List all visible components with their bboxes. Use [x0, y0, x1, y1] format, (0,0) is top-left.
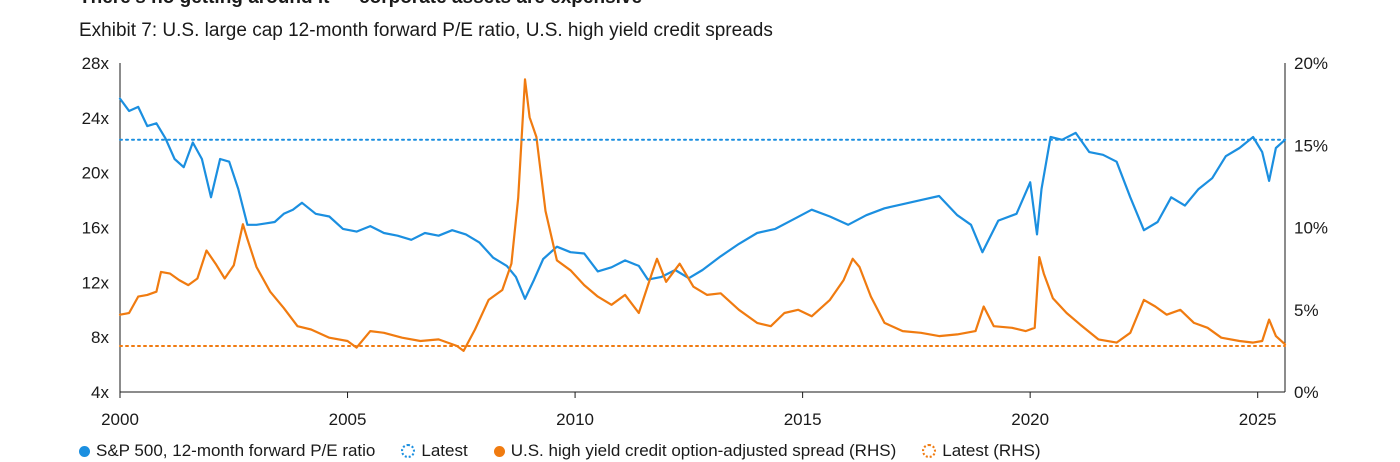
legend-dot-icon	[493, 445, 505, 457]
x-tick-label: 2010	[556, 410, 594, 429]
chart: 4x 8x 12x 16x 20x 24x 28x 0% 5% 10% 15% 20% 2000 2005…	[82, 54, 1328, 429]
y-right-tick-label: 5%	[1294, 301, 1319, 320]
y-right-tick-label: 15%	[1294, 136, 1328, 155]
legend-item: U.S. high yield credit option-adjusted s…	[493, 441, 897, 461]
legend-label: Latest	[421, 441, 468, 460]
legend-label: S&P 500, 12-month forward P/E ratio	[96, 441, 376, 460]
x-tick-label: 2015	[784, 410, 822, 429]
x-tick-label: 2000	[101, 410, 139, 429]
legend-label: U.S. high yield credit option-adjusted s…	[510, 441, 897, 460]
section-heading: There's no getting around it — corporate…	[79, 0, 642, 9]
legend-ring-icon	[922, 444, 937, 458]
x-tick-label: 2025	[1239, 410, 1277, 429]
x-tick-label: 2005	[329, 410, 367, 429]
x-tick-label: 2020	[1011, 410, 1049, 429]
y-left-tick-label: 8x	[91, 328, 109, 347]
y-left-tick-label: 16x	[82, 219, 110, 238]
y-left-tick-label: 20x	[82, 164, 110, 183]
legend-item: Latest	[401, 441, 468, 461]
y-left-tick-label: 12x	[82, 273, 110, 292]
legend-item: Latest (RHS)	[922, 441, 1040, 461]
y-right-tick-label: 0%	[1294, 383, 1319, 402]
legend-item: S&P 500, 12-month forward P/E ratio	[79, 441, 375, 461]
legend-ring-icon	[401, 444, 416, 458]
y-right-tick-label: 10%	[1294, 219, 1328, 238]
chart-title: Exhibit 7: U.S. large cap 12-month forwa…	[79, 20, 773, 41]
legend-label: Latest (RHS)	[942, 441, 1041, 460]
spread-series-line	[118, 78, 1287, 352]
legend: S&P 500, 12-month forward P/E ratio Lates…	[79, 440, 1040, 462]
pe-series-line	[118, 97, 1287, 300]
y-right-tick-label: 20%	[1294, 54, 1328, 73]
y-left-tick-label: 4x	[91, 383, 109, 402]
y-left-tick-label: 24x	[82, 109, 110, 128]
legend-dot-icon	[79, 445, 90, 457]
y-left-tick-label: 28x	[82, 54, 110, 73]
